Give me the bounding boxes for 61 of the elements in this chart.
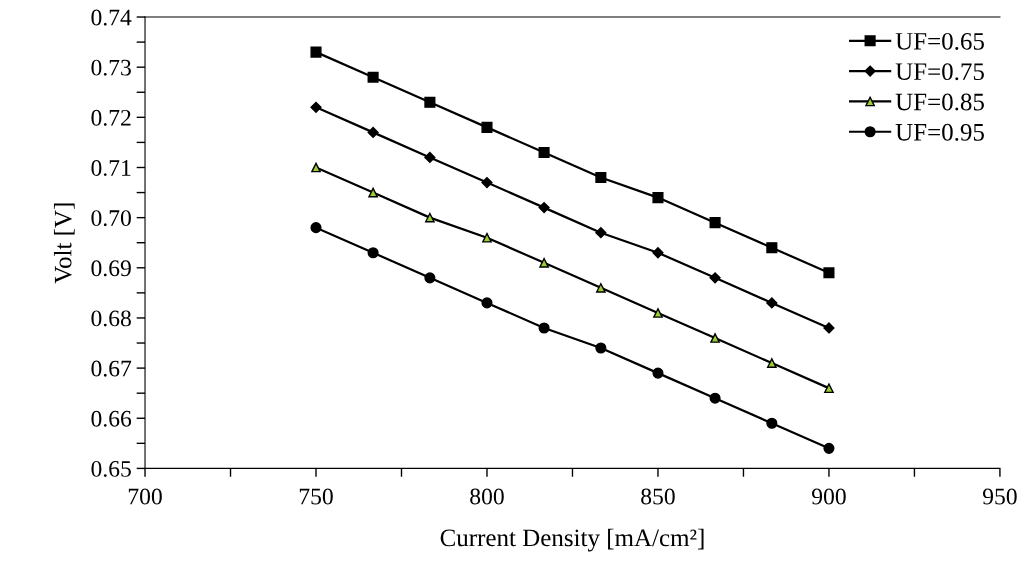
x-tick-label: 750: [299, 488, 333, 505]
point: [652, 247, 664, 259]
point: [766, 417, 778, 429]
point: [310, 101, 322, 113]
y-tick-label: 0.67: [91, 360, 132, 377]
x-tick-label: 850: [641, 488, 675, 505]
point: [595, 282, 606, 293]
point: [652, 367, 664, 379]
y-tick-label: 0.65: [91, 460, 131, 477]
point: [652, 192, 664, 204]
point: [367, 71, 379, 83]
point: [424, 151, 436, 164]
y-tick-label: 0.68: [91, 310, 131, 327]
point: [538, 322, 550, 334]
point: [481, 121, 493, 133]
point: [823, 267, 835, 279]
point: [595, 227, 607, 239]
point: [823, 442, 835, 454]
point: [481, 176, 493, 189]
point: [595, 342, 607, 354]
point: [538, 202, 550, 214]
legend-label: UF=0.85: [895, 93, 984, 111]
legend-label: UF=0.65: [895, 32, 984, 50]
point: [539, 257, 549, 268]
point: [766, 297, 778, 309]
point: [653, 308, 663, 318]
point: [824, 383, 834, 394]
point: [310, 222, 322, 234]
x-tick-label: 900: [812, 488, 846, 505]
point: [709, 217, 721, 229]
point: [538, 146, 550, 158]
y-tick-label: 0.66: [91, 410, 132, 427]
y-tick-label: 0.69: [91, 260, 131, 277]
point: [709, 272, 721, 284]
y-tick-label: 0.71: [91, 159, 131, 177]
y-tick-label: 0.70: [91, 210, 131, 227]
x-tick-label: 800: [470, 488, 504, 505]
point: [368, 187, 378, 198]
point: [481, 297, 493, 309]
y-tick-label: 0.73: [91, 59, 131, 76]
y-axis-title: Volt [V]: [53, 203, 75, 284]
point: [709, 392, 721, 404]
y-tick-label: 0.74: [91, 9, 132, 26]
point: [482, 232, 492, 243]
point: [766, 358, 777, 368]
y-tick-label: 0.72: [91, 109, 131, 126]
point: [766, 242, 778, 254]
point: [367, 247, 379, 259]
point: [595, 171, 607, 184]
legend-label: UF=0.75: [895, 63, 984, 81]
x-axis-title: Current Density [mA/cm²]: [440, 528, 704, 552]
point: [424, 272, 436, 284]
point: [367, 126, 379, 138]
point: [311, 162, 321, 173]
x-tick-label: 700: [128, 488, 162, 505]
point: [425, 212, 435, 223]
point: [310, 46, 322, 58]
x-tick-label: 950: [982, 488, 1017, 505]
legend-label: UF=0.95: [895, 123, 984, 141]
point: [710, 333, 720, 343]
point: [424, 96, 436, 108]
